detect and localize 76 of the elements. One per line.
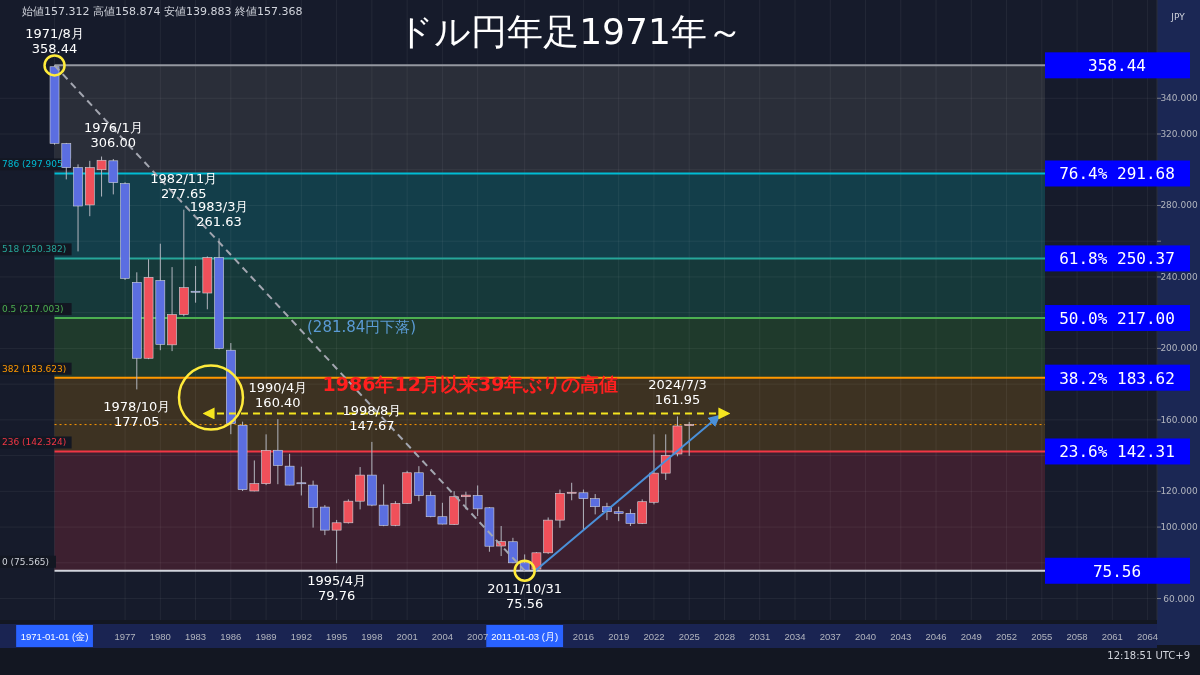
candlestick bbox=[273, 418, 283, 485]
annotation: 1982/11月 277.65 bbox=[150, 170, 218, 201]
candlestick bbox=[461, 491, 471, 510]
text: 12:18:51 UTC+9 bbox=[1107, 650, 1190, 661]
annotation: 2024/7/3 161.95 bbox=[648, 377, 707, 408]
x-tick-label: 1983 bbox=[185, 631, 207, 642]
x-tick-label: 2037 bbox=[819, 631, 841, 642]
y-tick-label: 60.000 bbox=[1163, 593, 1196, 604]
annotation: 1990/4月 160.40 bbox=[248, 380, 308, 411]
x-tick-label: 2031 bbox=[749, 631, 771, 642]
x-tick-label: 1986 bbox=[220, 631, 242, 642]
text: JPY bbox=[1170, 12, 1186, 22]
ref-line-label: 236 (142.324) bbox=[2, 437, 67, 448]
annotation: 1986年12月以来39年ぶりの高値 bbox=[322, 373, 619, 396]
x-tick-label: 2022 bbox=[643, 631, 665, 642]
annotation: 1976/1月 306.00 bbox=[83, 120, 143, 151]
x-tick-label: 2061 bbox=[1101, 631, 1123, 642]
y-tick-label: 120.000 bbox=[1160, 486, 1198, 497]
ref-line-label: 0 (75.565) bbox=[2, 556, 50, 567]
y-tick-label: 200.000 bbox=[1160, 343, 1198, 354]
x-tick-label: 2025 bbox=[678, 631, 700, 642]
x-tick-label: 2034 bbox=[784, 631, 806, 642]
annotation: 1971/8月 358.44 bbox=[25, 26, 84, 57]
x-tick-label: 2049 bbox=[960, 631, 982, 642]
annotation: 1998/8月 147.67 bbox=[342, 402, 402, 433]
x-tick-label: 2046 bbox=[925, 631, 947, 642]
annotation: 1978/10月 177.05 bbox=[103, 399, 171, 430]
annotation: 75.56 bbox=[1092, 561, 1142, 581]
annotation: 61.8% 250.37 bbox=[1059, 249, 1175, 269]
annotation: 23.6% 142.31 bbox=[1059, 442, 1175, 462]
price-tag: 38.2% 183.62 bbox=[1045, 364, 1190, 391]
x-tick-label: 2064 bbox=[1137, 631, 1159, 642]
y-tick-label: 100.000 bbox=[1160, 522, 1198, 533]
annotation: 1995/4月 79.76 bbox=[307, 573, 366, 604]
x-tick-label: 1971-01-01 (金) bbox=[20, 631, 89, 642]
annotation: 2011/10/31 75.56 bbox=[487, 580, 563, 611]
ref-line-label: 518 (250.382) bbox=[2, 244, 67, 255]
chart-title: ドル円年足1971年～ bbox=[397, 11, 743, 52]
x-tick-label: 1980 bbox=[149, 631, 171, 642]
price-tag: 358.44 bbox=[1045, 52, 1190, 79]
candlestick bbox=[308, 480, 318, 529]
price-tag: 50.0% 217.00 bbox=[1045, 305, 1190, 332]
price-tag: 76.4% 291.68 bbox=[1045, 160, 1190, 187]
x-tick-label: 2058 bbox=[1066, 631, 1088, 642]
x-tick-label: 2019 bbox=[608, 631, 630, 642]
annotation: 50.0% 217.00 bbox=[1059, 309, 1175, 329]
x-tick-label: 1992 bbox=[290, 631, 312, 642]
x-tick-label: 1989 bbox=[255, 631, 277, 642]
x-tick-label: 2043 bbox=[890, 631, 912, 642]
ref-line-label: 382 (183.623) bbox=[2, 363, 67, 374]
price-tag: 61.8% 250.37 bbox=[1045, 245, 1190, 272]
annotation: 始値157.312 高値158.874 安値139.883 終値157.368 bbox=[22, 5, 303, 18]
x-tick-label: 1995 bbox=[326, 631, 348, 642]
x-tick-label: 2040 bbox=[854, 631, 877, 642]
x-tick-label: 1977 bbox=[114, 631, 136, 642]
y-tick-label: 160.000 bbox=[1160, 414, 1198, 425]
x-tick-label: 2052 bbox=[995, 631, 1018, 642]
price-tag: 75.56 bbox=[1045, 557, 1190, 584]
x-tick-label: 2011-01-03 (月) bbox=[491, 631, 559, 642]
ref-line-label: 0.5 (217.003) bbox=[2, 304, 64, 315]
annotation: 358.44 bbox=[1088, 56, 1146, 76]
x-tick-label: 1998 bbox=[361, 631, 383, 642]
x-tick-label: 2055 bbox=[1031, 631, 1053, 642]
x-tick-label: 2004 bbox=[431, 631, 453, 642]
annotation: 1983/3月 261.63 bbox=[189, 199, 249, 230]
x-tick-label: 2001 bbox=[396, 631, 418, 642]
y-tick-label: 240.000 bbox=[1160, 271, 1198, 282]
y-tick-label: 280.000 bbox=[1160, 200, 1198, 211]
annotation: 76.4% 291.68 bbox=[1059, 164, 1175, 184]
annotation: 38.2% 183.62 bbox=[1059, 368, 1175, 388]
annotation: (281.84円下落) bbox=[307, 318, 417, 337]
x-tick-label: 2016 bbox=[572, 631, 595, 642]
price-tag: 23.6% 142.31 bbox=[1045, 438, 1190, 465]
x-tick-label: 2028 bbox=[713, 631, 736, 642]
y-tick-label: 320.000 bbox=[1160, 129, 1198, 140]
y-tick-label: 340.000 bbox=[1160, 93, 1198, 104]
